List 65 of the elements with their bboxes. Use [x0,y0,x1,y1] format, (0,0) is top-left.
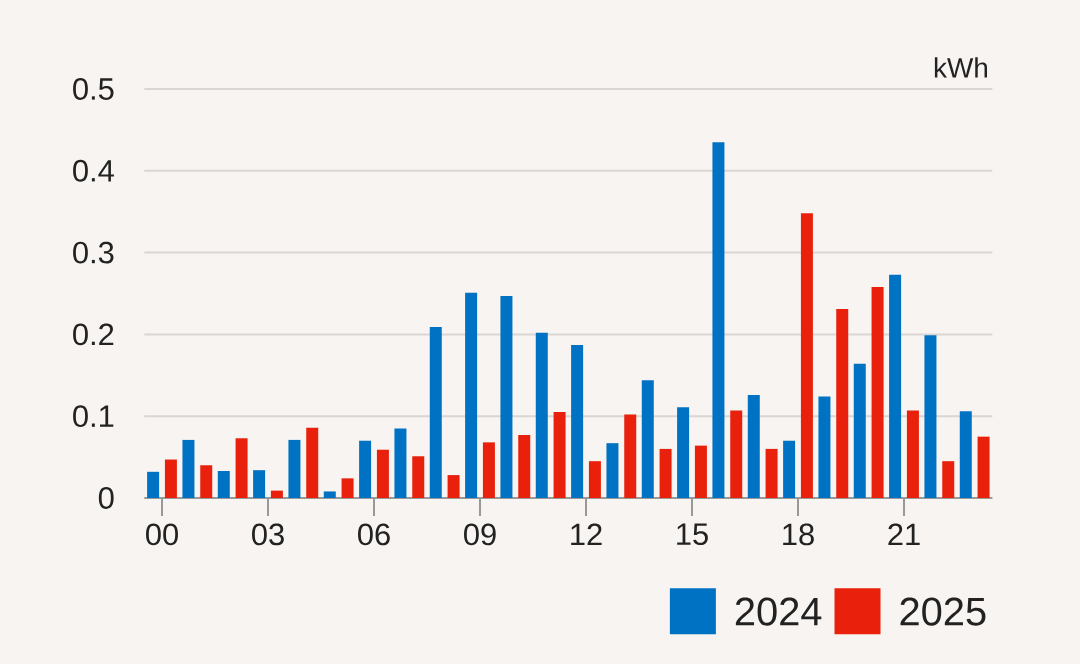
bar [164,459,177,498]
bar [889,274,902,498]
bar [730,410,743,498]
bar [359,440,372,498]
bar [694,445,707,498]
bar [677,407,690,498]
bar [659,448,672,498]
x-tick-label: 09 [464,523,496,546]
bar [836,309,849,498]
y-axis-title: kWh [934,57,988,78]
bar [147,471,160,498]
bar [871,286,884,498]
bar [288,439,301,498]
bar [765,448,778,498]
bar [853,363,866,498]
bar [588,461,601,498]
bar [482,442,495,498]
bar [553,412,566,498]
bar [624,414,637,498]
bar [465,292,478,498]
bar [270,490,283,498]
x-tick-label: 06 [358,523,390,546]
bar [306,427,319,498]
bar [977,436,990,498]
bar [712,142,725,498]
bar [182,439,195,498]
bar [959,411,972,498]
bar [376,449,389,498]
y-tick-label: 0 [98,487,114,509]
bar [394,428,407,498]
bar [906,410,919,498]
y-tick-label: 0.4 [73,159,114,182]
bar [800,213,813,498]
x-tick-label: 18 [783,523,814,546]
bar [606,443,619,498]
bar [535,332,548,498]
y-tick-label: 0.5 [73,78,114,100]
bar [747,394,760,498]
bar [783,440,796,498]
legend-label: 2024 [735,597,822,626]
y-tick-label: 0.1 [73,405,114,428]
bar [500,295,513,498]
bar [412,456,425,498]
bar [253,470,266,498]
bar [235,438,248,498]
bar [571,345,584,498]
x-tick-label: 21 [888,523,920,546]
bar [429,327,442,498]
x-tick-label: 12 [571,523,602,546]
bar [818,396,831,498]
bar [200,465,213,498]
bar [518,435,531,498]
legend-label: 2025 [900,597,986,626]
bar [447,475,460,498]
x-tick-label: 00 [146,523,178,546]
bar [341,478,354,498]
x-tick-label: 03 [252,523,284,546]
bar [942,461,955,498]
bar [323,491,336,498]
y-tick-label: 0.2 [73,323,114,346]
y-tick-label: 0.3 [73,241,114,264]
x-tick-label: 15 [677,523,708,546]
bar [641,380,654,498]
bar [217,470,230,498]
bar [924,335,937,498]
